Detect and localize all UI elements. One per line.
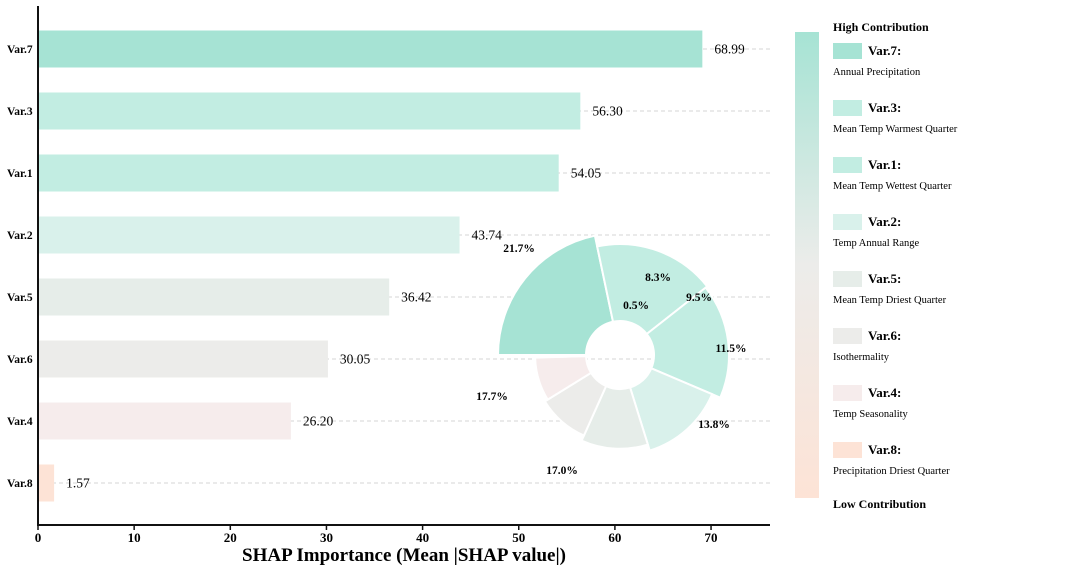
colorbar: [795, 32, 819, 498]
legend-swatch: [833, 43, 862, 59]
x-tick-label: 60: [608, 530, 621, 545]
donut-slice-label: 17.7%: [476, 391, 508, 403]
legend-description: Mean Temp Warmest Quarter: [833, 124, 958, 135]
legend-description: Mean Temp Driest Quarter: [833, 295, 947, 306]
donut-slice-var6: [543, 371, 608, 437]
bar-var8: [39, 464, 55, 502]
legend-description: Annual Precipitation: [833, 67, 921, 78]
legend-swatch: [833, 442, 862, 458]
bar-value-label: 36.42: [401, 290, 431, 305]
bar-value-label: 56.30: [592, 104, 623, 119]
axis-layer: SHAP Importance (Mean |SHAP value|) Var.…: [7, 6, 770, 566]
donut-slice-label: 8.3%: [645, 272, 671, 284]
y-tick-label: Var.4: [7, 416, 33, 428]
y-tick-label: Var.5: [7, 292, 33, 304]
bar-var4: [39, 402, 291, 440]
legend-swatch: [833, 271, 862, 287]
donut-slice-label: 0.5%: [623, 300, 649, 312]
bar-value-label: 43.74: [472, 228, 503, 243]
legend-description: Temp Annual Range: [833, 238, 920, 249]
donut-slice-var5: [580, 384, 650, 450]
x-tick-label: 10: [128, 530, 141, 545]
x-axis-title: SHAP Importance (Mean |SHAP value|): [242, 545, 566, 566]
bar-layer: 68.99 56.30 54.05 43.74 36.42 30.05 26.20 1.57: [39, 30, 745, 502]
bar-var5: [39, 278, 390, 316]
legend-description: Mean Temp Wettest Quarter: [833, 181, 952, 192]
legend-description: Isothermality: [833, 352, 890, 363]
donut-slice-label: 13.8%: [698, 419, 730, 431]
bar-var7: [39, 30, 703, 68]
x-tick-label: 20: [224, 530, 237, 545]
x-tick-label: 40: [416, 530, 429, 545]
donut-slice-label: 17.0%: [546, 465, 578, 477]
legend-swatch: [833, 157, 862, 173]
legend-swatch: [833, 385, 862, 401]
y-tick-label: Var.7: [7, 44, 33, 56]
x-tick-label: 70: [705, 530, 718, 545]
legend-swatch: [833, 328, 862, 344]
x-tick-label: 30: [320, 530, 333, 545]
legend-key: Var.4:: [868, 385, 901, 400]
legend-key: Var.7:: [868, 43, 901, 58]
legend-key: Var.3:: [868, 100, 901, 115]
donut-chart: 21.7% 17.7% 17.0% 13.8% 11.5% 9.5% 8.3% 0.5%: [476, 234, 747, 477]
y-tick-label: Var.3: [7, 106, 33, 118]
legend-key: Var.1:: [868, 157, 901, 172]
donut-slice-var4: [534, 355, 593, 401]
donut-slice-var2: [628, 366, 714, 452]
donut-slice-label: 9.5%: [686, 292, 712, 304]
legend: High Contribution Low Contribution Var.7…: [795, 20, 958, 511]
legend-swatch: [833, 214, 862, 230]
legend-description: Precipitation Driest Quarter: [833, 466, 950, 477]
legend-key: Var.6:: [868, 328, 901, 343]
y-tick-label: Var.8: [7, 478, 33, 490]
donut-slice-var3: [595, 243, 709, 336]
legend-key: Var.8:: [868, 442, 901, 457]
donut-slice-var8: [555, 354, 588, 359]
legend-key: Var.5:: [868, 271, 901, 286]
bar-var1: [39, 154, 559, 192]
legend-swatch: [833, 100, 862, 116]
bar-value-label: 26.20: [303, 414, 334, 429]
bar-value-label: 54.05: [571, 166, 602, 181]
x-tick-label: 50: [512, 530, 525, 545]
y-tick-label: Var.6: [7, 354, 33, 366]
colorbar-bottom-label: Low Contribution: [833, 497, 926, 511]
donut-slice-label: 11.5%: [716, 343, 747, 355]
donut-slice-var1: [645, 286, 730, 399]
y-tick-label: Var.2: [7, 230, 33, 242]
bar-var2: [39, 216, 460, 254]
y-tick-label: Var.1: [7, 168, 33, 180]
bar-value-label: 68.99: [714, 42, 745, 57]
x-tick-label: 0: [35, 530, 42, 545]
bar-var6: [39, 340, 328, 378]
legend-key: Var.2:: [868, 214, 901, 229]
colorbar-top-label: High Contribution: [833, 20, 929, 34]
donut-slice-label: 21.7%: [503, 243, 535, 255]
bar-value-label: 30.05: [340, 352, 371, 367]
bar-value-label: 1.57: [66, 476, 90, 491]
bar-var3: [39, 92, 581, 130]
legend-description: Temp Seasonality: [833, 409, 909, 420]
donut-slice-var7: [496, 234, 615, 356]
